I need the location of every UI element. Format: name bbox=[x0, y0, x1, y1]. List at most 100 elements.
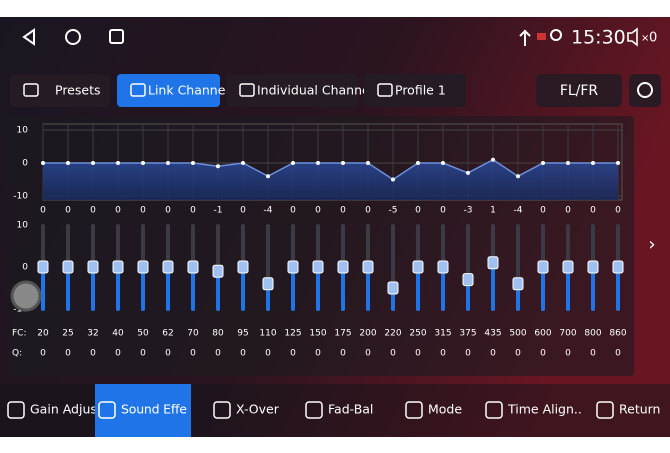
slider-knob[interactable] bbox=[262, 277, 274, 291]
slider-knob[interactable] bbox=[312, 260, 324, 274]
slider-knob[interactable] bbox=[387, 281, 399, 295]
slider-fill[interactable] bbox=[116, 267, 120, 311]
slider-knob[interactable] bbox=[587, 260, 599, 274]
nav-label[interactable]: Time Align.. bbox=[507, 402, 582, 417]
slider-fill[interactable] bbox=[341, 267, 345, 311]
slider-fill[interactable] bbox=[316, 267, 320, 311]
channel-box[interactable] bbox=[536, 74, 622, 107]
slider-fill[interactable] bbox=[491, 262, 495, 311]
nav-icon[interactable] bbox=[98, 401, 116, 419]
nav-label[interactable]: Gain Adjus.. bbox=[30, 402, 105, 417]
curve-point bbox=[516, 174, 520, 179]
slider-knob[interactable] bbox=[337, 260, 349, 274]
refresh-icon bbox=[637, 82, 653, 98]
tab[interactable] bbox=[364, 74, 466, 107]
slider-knob[interactable] bbox=[37, 260, 49, 274]
tab[interactable] bbox=[10, 74, 110, 107]
nav-icon[interactable] bbox=[305, 401, 323, 419]
gain-label: 0 bbox=[440, 206, 446, 216]
slider-scale-label: 10 bbox=[17, 221, 29, 231]
slider-knob[interactable] bbox=[537, 260, 549, 274]
gain-label: -1 bbox=[214, 206, 223, 216]
q-value: 0 bbox=[315, 349, 321, 359]
gain-label: 0 bbox=[115, 206, 121, 216]
slider-fill[interactable] bbox=[516, 283, 520, 311]
q-label: Q: bbox=[12, 349, 22, 359]
fc-value: 70 bbox=[187, 329, 199, 339]
nav-selected bbox=[95, 384, 191, 437]
next-arrow[interactable]: › bbox=[648, 234, 655, 255]
back-button[interactable] bbox=[22, 28, 35, 46]
location-icon bbox=[550, 29, 562, 41]
slider-knob[interactable] bbox=[162, 260, 174, 274]
slider-knob[interactable] bbox=[287, 260, 299, 274]
gain-label: -4 bbox=[514, 206, 523, 216]
slider-knob[interactable] bbox=[462, 273, 474, 287]
slider-knob[interactable] bbox=[187, 260, 199, 274]
floating-button[interactable] bbox=[10, 280, 42, 312]
curve-point bbox=[366, 161, 370, 165]
nav-icon[interactable] bbox=[405, 401, 423, 419]
slider-knob[interactable] bbox=[87, 260, 99, 274]
nav-label[interactable]: Mode bbox=[428, 402, 462, 417]
slider-knob[interactable] bbox=[562, 260, 574, 274]
nav-icon[interactable] bbox=[485, 401, 503, 419]
q-value: 0 bbox=[390, 349, 396, 359]
curve-point bbox=[216, 164, 220, 169]
slider-fill[interactable] bbox=[591, 267, 595, 311]
slider-fill[interactable] bbox=[291, 267, 295, 311]
curve-point bbox=[491, 157, 495, 162]
tab[interactable] bbox=[117, 74, 220, 107]
curve-point bbox=[541, 161, 545, 165]
slider-fill[interactable] bbox=[266, 283, 270, 311]
slider-fill[interactable] bbox=[41, 267, 45, 311]
slider-knob[interactable] bbox=[112, 260, 124, 274]
slider-fill[interactable] bbox=[191, 267, 195, 311]
nav-label[interactable]: Return bbox=[619, 402, 660, 417]
q-value: 0 bbox=[240, 349, 246, 359]
slider-knob[interactable] bbox=[137, 260, 149, 274]
slider-fill[interactable] bbox=[616, 267, 620, 311]
slider-fill[interactable] bbox=[541, 267, 545, 311]
fc-value: 250 bbox=[409, 329, 426, 339]
home-button[interactable] bbox=[65, 29, 81, 45]
gain-label: 0 bbox=[65, 206, 71, 216]
usb-icon bbox=[519, 29, 531, 46]
recents-button[interactable] bbox=[109, 29, 124, 44]
nav-icon[interactable] bbox=[596, 401, 614, 419]
slider-fill[interactable] bbox=[466, 279, 470, 311]
slider-knob[interactable] bbox=[487, 256, 499, 270]
slider-fill[interactable] bbox=[216, 271, 220, 311]
slider-fill[interactable] bbox=[241, 267, 245, 311]
slider-fill[interactable] bbox=[366, 267, 370, 311]
slider-knob[interactable] bbox=[237, 260, 249, 274]
curve-point bbox=[416, 161, 420, 165]
gain-label: 0 bbox=[165, 206, 171, 216]
slider-fill[interactable] bbox=[141, 267, 145, 311]
slider-fill[interactable] bbox=[66, 267, 70, 311]
slider-fill[interactable] bbox=[566, 267, 570, 311]
slider-knob[interactable] bbox=[512, 277, 524, 291]
slider-fill[interactable] bbox=[166, 267, 170, 311]
gain-label: 0 bbox=[415, 206, 421, 216]
nav-label[interactable]: Fad-Bal bbox=[328, 402, 373, 417]
slider-fill[interactable] bbox=[416, 267, 420, 311]
nav-label[interactable]: X-Over bbox=[236, 402, 280, 417]
fc-value: 860 bbox=[609, 329, 626, 339]
slider-knob[interactable] bbox=[437, 260, 449, 274]
nav-icon[interactable] bbox=[7, 401, 25, 419]
nav-label[interactable]: Sound Effe bbox=[121, 402, 187, 417]
slider-knob[interactable] bbox=[412, 260, 424, 274]
slider-knob[interactable] bbox=[612, 260, 624, 274]
slider-knob[interactable] bbox=[62, 260, 74, 274]
tab[interactable] bbox=[226, 74, 358, 107]
refresh-button[interactable] bbox=[629, 74, 661, 107]
slider-fill[interactable] bbox=[91, 267, 95, 311]
slider-fill[interactable] bbox=[441, 267, 445, 311]
tab-icon bbox=[130, 83, 146, 97]
slider-knob[interactable] bbox=[212, 264, 224, 278]
nav-icon[interactable] bbox=[213, 401, 231, 419]
tab-label: Profile 1 bbox=[395, 83, 446, 98]
slider-knob[interactable] bbox=[362, 260, 374, 274]
tab-icon bbox=[23, 83, 39, 97]
